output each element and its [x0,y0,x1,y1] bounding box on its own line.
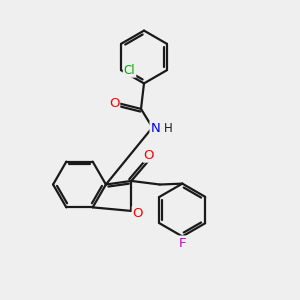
Text: O: O [143,148,154,162]
Text: O: O [109,97,119,110]
Text: H: H [164,122,172,135]
Text: F: F [178,236,186,250]
Text: Cl: Cl [124,64,135,77]
Text: N: N [151,122,160,135]
Text: O: O [133,207,143,220]
